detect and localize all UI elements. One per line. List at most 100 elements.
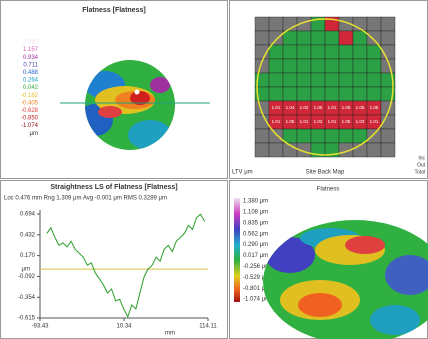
legend-value: 0.017 μm: [243, 253, 268, 259]
legend-value: -0.850: [21, 116, 39, 122]
site-value: 1.05: [356, 105, 365, 110]
legend-value: 0.290 μm: [243, 242, 268, 248]
site-cell: [339, 87, 353, 101]
site-cell: [353, 45, 367, 59]
map-title: Flatness [Flatness]: [82, 7, 145, 14]
site-cell: [367, 129, 381, 143]
site-cell: [353, 31, 367, 45]
x-tick-label: 10.34: [116, 324, 132, 330]
site-cell: [311, 31, 325, 45]
site-cell: [381, 31, 395, 45]
site-cell: [269, 143, 283, 157]
site-value: 1.01: [272, 119, 281, 124]
site-cell: [283, 59, 297, 73]
site-cell: [367, 17, 381, 31]
legend-value: 1.380: [23, 40, 39, 46]
site-cell: [325, 31, 339, 45]
site-cell: [269, 73, 283, 87]
legend-value: 1.157: [23, 47, 39, 53]
site-value: 1.01: [272, 105, 281, 110]
colorbar: [234, 198, 240, 302]
site-cell: [367, 31, 381, 45]
chart-subtitle: Loc 0.476 mm Rng 1.309 μm Avg -0.001 μm …: [4, 196, 167, 202]
site-cell: [339, 73, 353, 87]
site-cell: [367, 59, 381, 73]
site-cell: [311, 129, 325, 143]
site-cell: [283, 31, 297, 45]
site-cell: [339, 59, 353, 73]
side-label: Total: [414, 169, 425, 175]
site-cell: [283, 129, 297, 143]
surface-plot: [260, 215, 428, 339]
legend-value: 0.042: [23, 85, 39, 91]
side-label: Out: [417, 162, 426, 168]
site-cell: [353, 59, 367, 73]
site-cell: [353, 129, 367, 143]
site-cell: [325, 129, 339, 143]
site-cell: [367, 87, 381, 101]
legend-value: 1.380 μm: [243, 199, 268, 205]
legend-value: 0.835 μm: [243, 220, 268, 226]
legend-value: 0.934: [23, 55, 39, 61]
y-tick-label: -0.615: [18, 316, 36, 322]
line-chart: 0.694 0.432 0.170 -0.092 -0.354 -0.615 -93.43 1…: [18, 210, 217, 330]
site-cell: [325, 45, 339, 59]
y-tick-label: -0.354: [18, 295, 36, 301]
site-cell: [297, 73, 311, 87]
site-cell: [381, 17, 395, 31]
site-title: Site Back Map: [306, 170, 345, 176]
site-cell: [325, 73, 339, 87]
site-value: 1.09: [342, 105, 351, 110]
site-cell: [283, 87, 297, 101]
y-axis-label: μm: [22, 267, 30, 273]
site-cell: [325, 87, 339, 101]
legend-value: 0.711: [23, 62, 38, 68]
site-value: 1.01: [328, 105, 337, 110]
site-cell: [311, 87, 325, 101]
site-value: 1.05: [314, 105, 323, 110]
legend-value: 1.108 μm: [243, 209, 268, 215]
legend-value: 0.562 μm: [243, 231, 268, 237]
site-cell: [353, 73, 367, 87]
site-cell: [297, 87, 311, 101]
site-cell: [311, 73, 325, 87]
site-cell: [283, 45, 297, 59]
y-tick-label: 0.170: [20, 253, 36, 259]
y-tick-label: -0.092: [18, 274, 36, 280]
site-cell: [269, 59, 283, 73]
site-cell: [269, 17, 283, 31]
site-value: 1.01: [300, 119, 309, 124]
legend-value: -1.074: [21, 123, 39, 129]
chart-title: Straightness LS of Flatness [Flatness]: [50, 184, 177, 191]
site-cell: [381, 143, 395, 157]
site-value: 1.03: [356, 119, 365, 124]
site-cell: [339, 45, 353, 59]
map-legend: 1.3801.1570.9340.7110.4880.2640.042-0.18…: [21, 40, 39, 137]
site-cell: [325, 59, 339, 73]
site-cell: [339, 129, 353, 143]
site-value: 1.02: [300, 105, 309, 110]
site-cell: [367, 45, 381, 59]
site-cell: [297, 45, 311, 59]
y-tick-label: 0.694: [20, 212, 36, 218]
legend-value: 0.488: [23, 70, 39, 76]
site-cell: [255, 129, 269, 143]
site-cell: [255, 143, 269, 157]
legend-value: -0.405: [21, 100, 39, 106]
site-value: 1.02: [314, 119, 323, 124]
site-cell: [255, 17, 269, 31]
x-axis-label: mm: [165, 331, 175, 337]
screen: Flatness [Flatness] 1.3801.157 0.9340.711…: [0, 0, 428, 339]
site-value: 1.05: [286, 119, 295, 124]
surface-title: Flatness: [317, 187, 340, 193]
site-cell: [339, 31, 353, 45]
x-tick-label: -93.43: [31, 324, 49, 330]
site-cell: [255, 31, 269, 45]
site-cell: [269, 31, 283, 45]
y-tick-label: 0.432: [20, 232, 36, 238]
site-value: 1.05: [342, 119, 351, 124]
legend-unit: μm: [30, 131, 38, 137]
site-cell: [297, 31, 311, 45]
site-value: 1.01: [370, 119, 379, 124]
